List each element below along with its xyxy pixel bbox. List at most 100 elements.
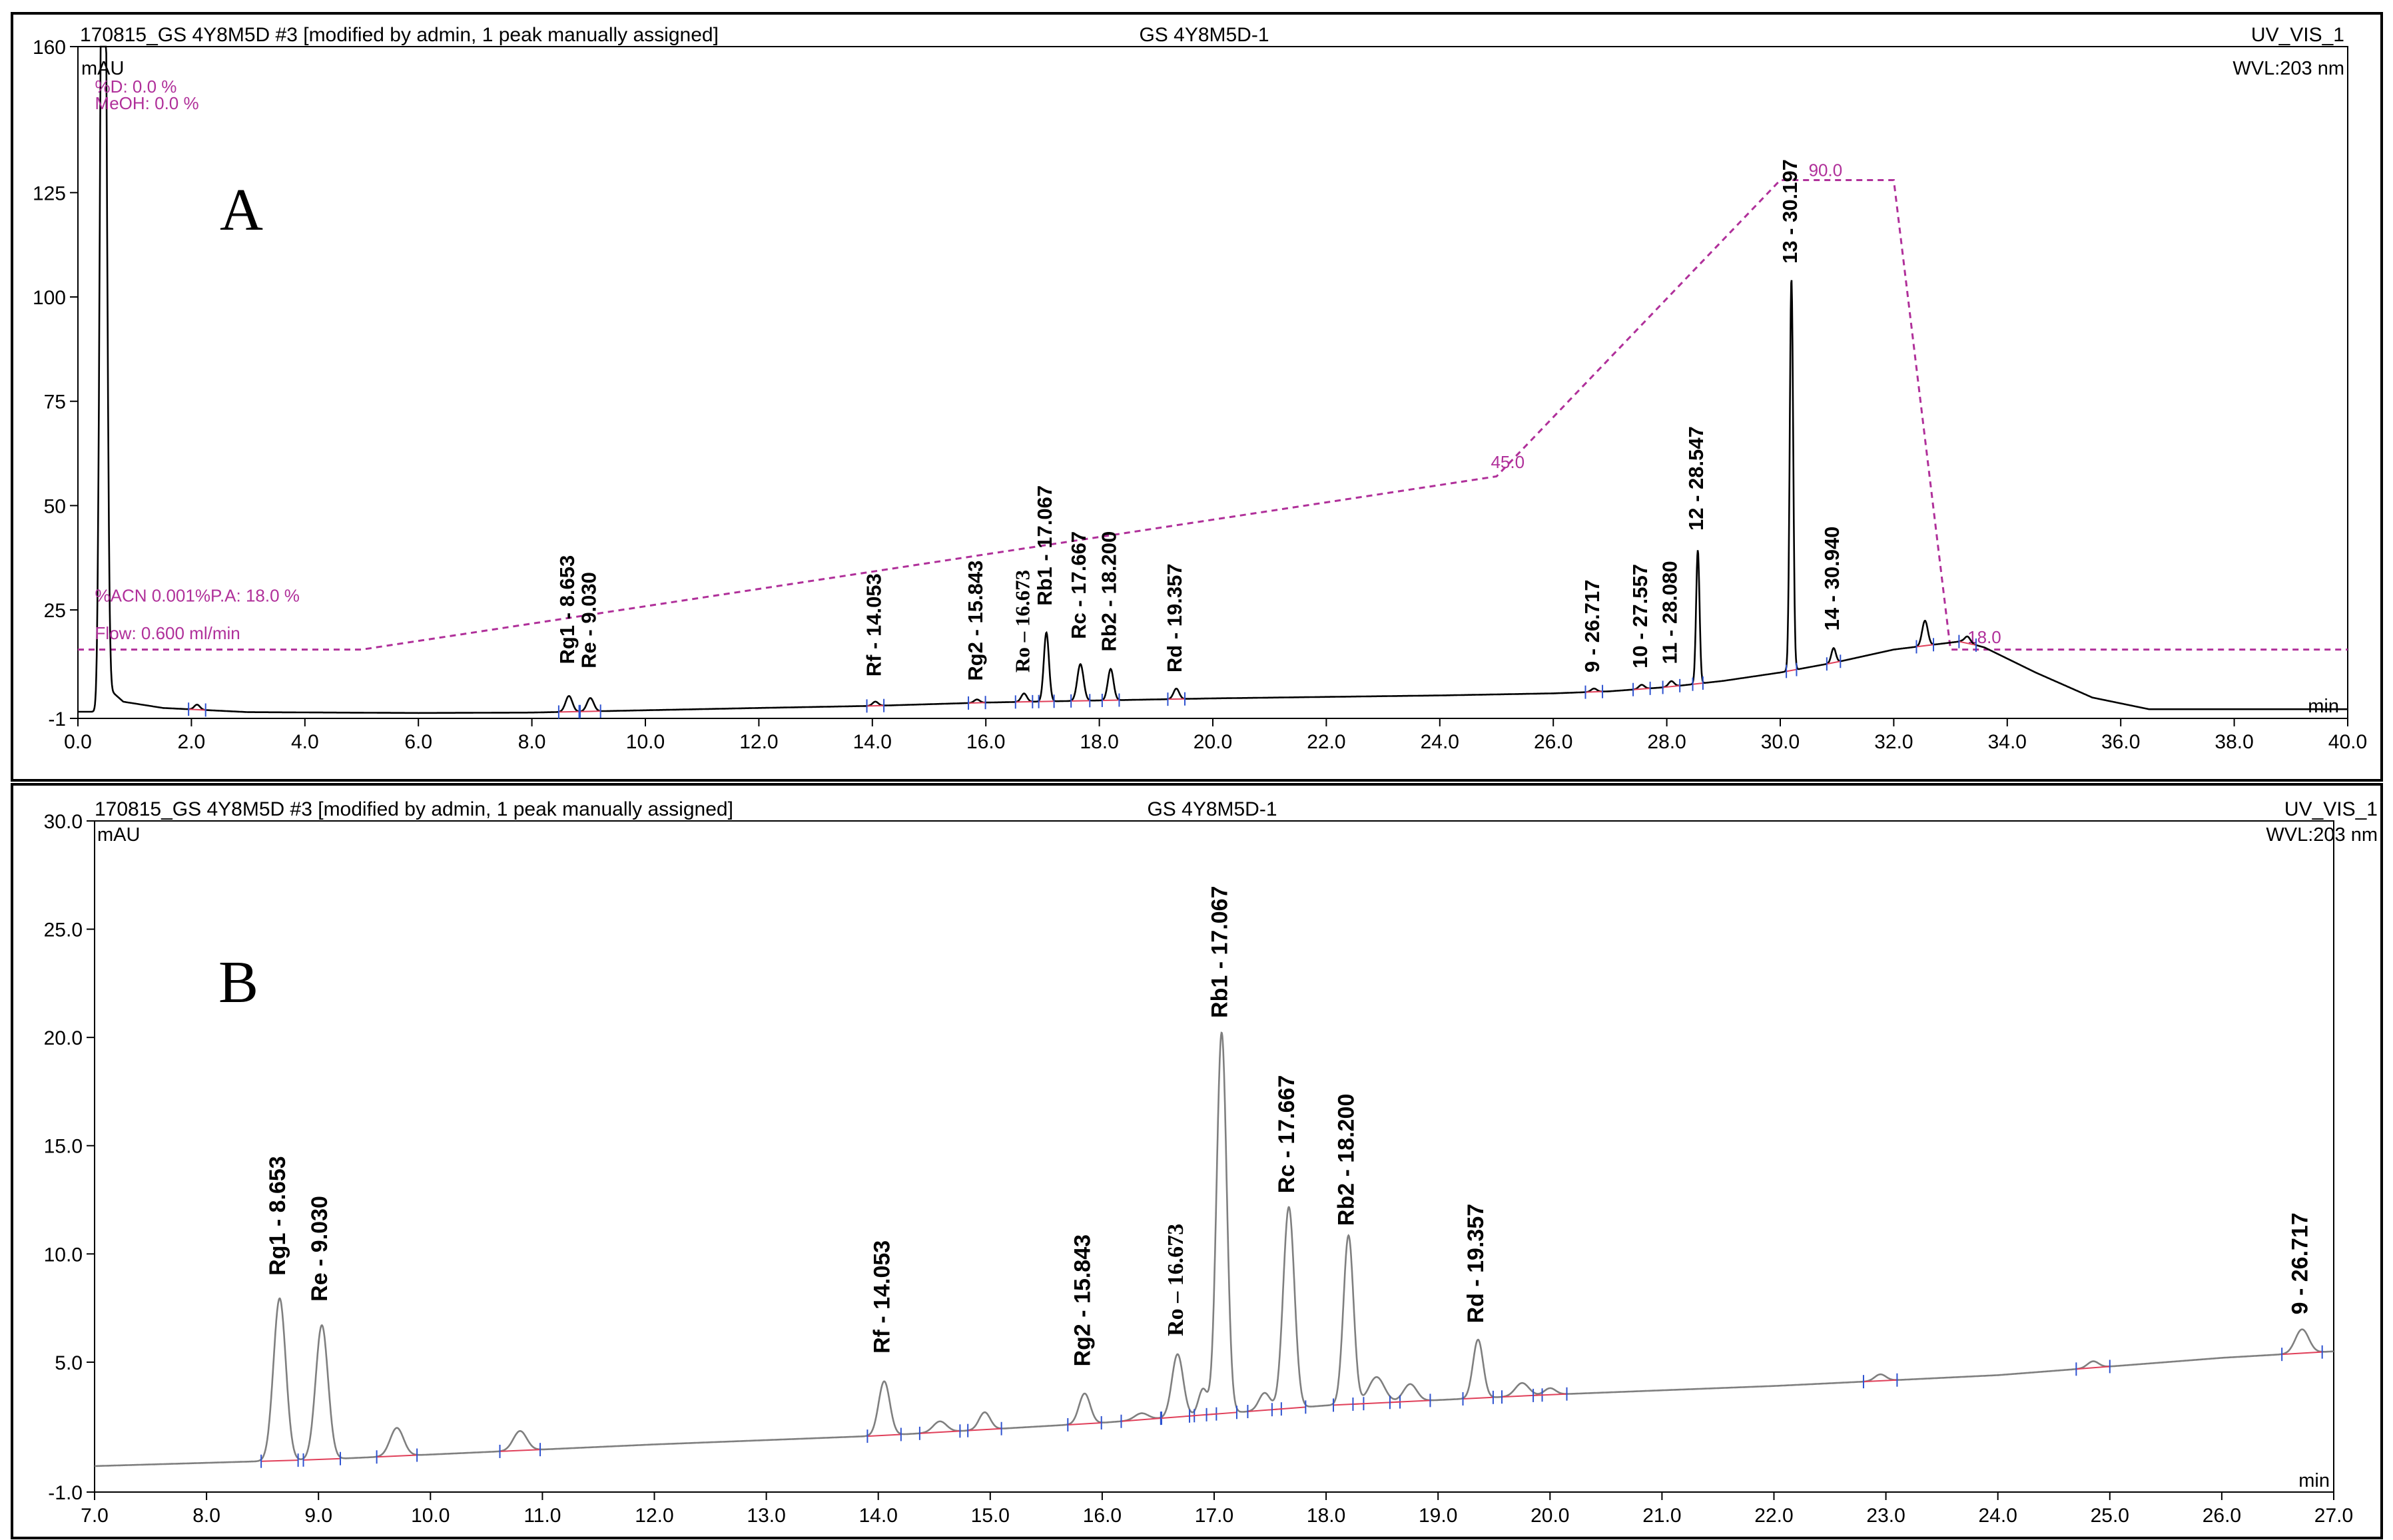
b-peak-label: Rb1 - 17.067 — [1207, 886, 1232, 1017]
a-peak-baseline — [1916, 644, 1934, 648]
b-x-tick-label: 14.0 — [859, 1505, 898, 1527]
a-peak-baseline — [1633, 687, 1650, 690]
b-signal-trace — [95, 1031, 2334, 1467]
a-peak-label: 13 - 30.197 — [1778, 159, 1802, 264]
a-x-tick-label: 6.0 — [404, 731, 432, 753]
b-peak-label: Rd - 19.357 — [1463, 1204, 1489, 1324]
a-peak-baseline — [1662, 684, 1680, 688]
a-x-tick-label: 18.0 — [1080, 731, 1118, 753]
a-method-text: Flow: 0.600 ml/min — [95, 623, 240, 643]
xlabel-b: min — [2298, 1470, 2330, 1491]
a-gradient-label: 45.0 — [1491, 452, 1525, 472]
b-y-tick-label: 25.0 — [44, 919, 83, 941]
b-x-tick-label: 25.0 — [2091, 1505, 2129, 1527]
a-peak-label: 10 - 27.557 — [1628, 564, 1652, 668]
b-peak-baseline — [919, 1430, 960, 1434]
b-y-tick-label: -1.0 — [48, 1482, 83, 1504]
a-y-tick-label: 75 — [44, 391, 66, 413]
b-x-tick-label: 26.0 — [2203, 1505, 2241, 1527]
b-peak-baseline — [968, 1427, 1002, 1431]
b-peak-baseline — [1206, 1412, 1237, 1415]
header-left-a: 170815_GS 4Y8M5D #3 [modified by admin, … — [80, 24, 719, 46]
b-peak-baseline — [867, 1433, 901, 1437]
a-x-tick-label: 34.0 — [1988, 731, 2027, 753]
b-x-tick-label: 15.0 — [971, 1505, 1010, 1527]
a-peak-baseline — [1786, 668, 1797, 672]
b-y-tick-label: 15.0 — [44, 1136, 83, 1158]
panel-label-b: B — [218, 949, 258, 1015]
a-peak-label: 11 - 28.080 — [1658, 561, 1681, 664]
b-peak-baseline — [1121, 1417, 1162, 1422]
a-peak-label: Rg1 - 8.653 — [555, 555, 579, 664]
a-peak-label: Rb1 - 17.067 — [1033, 485, 1056, 606]
b-peak-label: Rg1 - 8.653 — [265, 1156, 290, 1276]
b-y-tick-label: 10.0 — [44, 1244, 83, 1266]
a-peak-baseline — [1692, 682, 1703, 685]
b-peak-label: Re - 9.030 — [307, 1196, 332, 1302]
b-x-tick-label: 16.0 — [1083, 1505, 1122, 1527]
a-x-tick-label: 32.0 — [1874, 731, 1913, 753]
b-peak-baseline — [1271, 1406, 1306, 1411]
b-y-tick-label: 20.0 — [44, 1027, 83, 1049]
a-x-tick-label: 28.0 — [1647, 731, 1686, 753]
a-x-tick-label: 14.0 — [853, 731, 892, 753]
b-peak-baseline — [261, 1459, 298, 1462]
b-peak-baseline — [1068, 1422, 1102, 1425]
a-signal-trace — [78, 45, 2348, 714]
b-y-tick-label: 30.0 — [44, 811, 83, 833]
a-peak-baseline — [579, 710, 601, 712]
a-peak-label: Rg2 - 15.843 — [964, 561, 987, 681]
a-x-tick-label: 24.0 — [1421, 731, 1459, 753]
a-peak-baseline — [968, 702, 986, 704]
a-peak-label: Re - 9.030 — [577, 572, 600, 668]
chromatogram-b-plot: 170815_GS 4Y8M5D #3 [modified by admin, … — [11, 783, 2383, 1539]
b-x-tick-label: 22.0 — [1754, 1505, 1793, 1527]
b-peak-baseline — [1863, 1379, 1897, 1383]
a-x-tick-label: 40.0 — [2328, 731, 2367, 753]
a-peak-baseline — [1826, 660, 1841, 665]
a-x-tick-label: 12.0 — [739, 731, 778, 753]
a-peak-label: Rb2 - 18.200 — [1098, 531, 1121, 652]
ylabel-b: mAU — [97, 824, 140, 846]
wavelength-a: WVL:203 nm — [2232, 58, 2344, 79]
a-method-text: MeOH: 0.0 % — [95, 93, 199, 113]
b-x-tick-label: 19.0 — [1419, 1505, 1457, 1527]
a-method-text: %ACN 0.001%P.A: 18.0 % — [95, 586, 300, 606]
a-x-tick-label: 4.0 — [291, 731, 319, 753]
b-peak-baseline — [1160, 1415, 1195, 1419]
b-x-tick-label: 13.0 — [747, 1505, 785, 1527]
b-x-tick-label: 24.0 — [1979, 1505, 2017, 1527]
a-y-tick-label: 25 — [44, 600, 66, 622]
a-x-tick-label: 16.0 — [966, 731, 1005, 753]
a-x-tick-label: 26.0 — [1534, 731, 1572, 753]
b-x-tick-label: 7.0 — [81, 1505, 109, 1527]
b-x-tick-label: 17.0 — [1195, 1505, 1233, 1527]
a-peak-label: Rd - 19.357 — [1163, 563, 1186, 672]
ylabel-a: mAU — [81, 58, 124, 79]
a-peak-label: Rf - 14.053 — [862, 573, 885, 676]
b-peak-baseline — [500, 1449, 541, 1452]
b-x-tick-label: 8.0 — [192, 1505, 220, 1527]
b-peak-label: Rc - 17.667 — [1274, 1075, 1299, 1194]
a-peak-baseline — [188, 708, 206, 711]
a-x-tick-label: 36.0 — [2101, 731, 2140, 753]
wavelength-b: WVL:203 nm — [2266, 824, 2378, 846]
b-peak-baseline — [1463, 1396, 1493, 1400]
xlabel-a: min — [2308, 696, 2339, 717]
panel-b-border — [11, 783, 2383, 1539]
header-left-b: 170815_GS 4Y8M5D #3 [modified by admin, … — [95, 798, 733, 820]
b-x-tick-label: 9.0 — [304, 1505, 332, 1527]
a-y-tick-label: 125 — [33, 182, 66, 204]
header-center-a: GS 4Y8M5D-1 — [1139, 24, 1269, 46]
a-y-tick-label: -1 — [48, 708, 66, 730]
b-peak-label: Rg2 - 15.843 — [1070, 1234, 1096, 1366]
a-x-tick-label: 10.0 — [626, 731, 665, 753]
b-x-tick-label: 27.0 — [2314, 1505, 2353, 1527]
b-peak-label: Rb2 - 18.200 — [1334, 1094, 1359, 1226]
chromatogram-a-plot: 170815_GS 4Y8M5D #3 [modified by admin, … — [11, 12, 2383, 782]
header-right-a: UV_VIS_1 — [2251, 24, 2344, 46]
a-x-tick-label: 22.0 — [1307, 731, 1345, 753]
a-x-tick-label: 2.0 — [178, 731, 206, 753]
b-x-tick-label: 20.0 — [1531, 1505, 1569, 1527]
b-peak-label: Ro – 16.673 — [1164, 1224, 1188, 1336]
